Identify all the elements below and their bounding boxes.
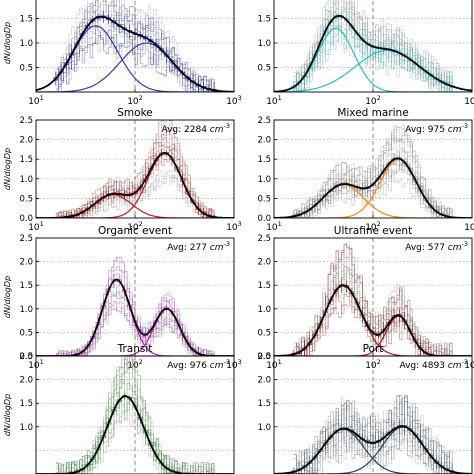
y-tick-label: 2.5 (257, 234, 271, 244)
y-axis-label: dN/dlogDp (3, 394, 12, 436)
sample-distribution (55, 397, 215, 474)
y-tick-label: 2.5 (19, 116, 33, 126)
panel-1: 0.5 1.0 1.5 101 102 103 dN/dlogDp (3, 0, 242, 107)
y-tick-label: 0.5 (257, 328, 271, 338)
y-tick-label: 2.0 (19, 258, 33, 268)
total-fit (274, 14, 472, 92)
y-tick-label: 2.0 (257, 258, 271, 268)
y-tick-label: 0.0 (257, 214, 271, 224)
y-tick-label: 1.0 (257, 39, 271, 49)
avg-label: Avg: 4893 cm-3 (399, 358, 468, 371)
y-tick-label: 1.0 (19, 423, 33, 433)
y-tick-label: 1.0 (257, 305, 271, 315)
sample-distribution (293, 125, 453, 218)
y-tick-label: 1.0 (19, 175, 33, 185)
panel-title: Smoke (117, 107, 152, 119)
y-axis-label: dN/dlogDp (3, 22, 12, 64)
plot-area (274, 238, 472, 356)
plot-area (274, 356, 472, 474)
sample-distribution (55, 399, 215, 474)
sample-distribution (55, 36, 215, 92)
avg-label: Avg: 277 cm-3 (167, 240, 230, 253)
total-fit (36, 395, 234, 474)
panel-4: 0.00.51.01.52.02.5101102103Mixed marineA… (257, 107, 474, 233)
y-tick-label: 1.5 (257, 155, 271, 165)
y-tick-label: 1.0 (257, 175, 271, 185)
plot-area (274, 120, 472, 218)
y-tick-label: 2.0 (257, 136, 271, 146)
y-tick-label: 0.5 (19, 328, 33, 338)
y-tick-label: 0.0 (19, 352, 33, 362)
y-tick-label: 0.0 (19, 214, 33, 224)
y-tick-label: 0.5 (19, 64, 33, 74)
y-tick-label: 1.0 (19, 39, 33, 49)
x-tick-label: 103 (226, 94, 242, 107)
y-tick-label: 0.5 (257, 194, 271, 204)
panel-title: Port (363, 343, 384, 355)
y-tick-label: 1.5 (19, 399, 33, 409)
panel-title: Mixed marine (337, 107, 408, 119)
y-tick-label: 0.0 (257, 352, 271, 362)
y-tick-label: 0.5 (19, 194, 33, 204)
sample-distribution (293, 135, 453, 218)
y-axis-label: dN/dlogDp (3, 148, 12, 190)
y-tick-label: 1.0 (19, 305, 33, 315)
sample-distribution (55, 286, 215, 356)
y-tick-label: 1.5 (19, 15, 33, 25)
plot-area (274, 0, 472, 92)
avg-label: Avg: 2284 cm-3 (161, 122, 230, 135)
y-tick-label: 2.5 (257, 352, 271, 362)
sample-distribution (55, 35, 215, 92)
y-tick-label: 1.5 (19, 155, 33, 165)
sample-distribution (55, 291, 215, 356)
plot-area (36, 356, 234, 474)
avg-label: Avg: 577 cm-3 (405, 240, 468, 253)
y-tick-label: 2.5 (19, 352, 33, 362)
total-fit (36, 15, 234, 92)
panel-frame (35, 355, 235, 474)
panel-title: Ultrafine event (334, 225, 412, 237)
x-tick-label: 103 (464, 94, 474, 107)
mode-1-fit (274, 27, 472, 92)
y-tick-label: 0.5 (257, 64, 271, 74)
y-tick-label: 2.0 (19, 376, 33, 386)
x-tick-label: 101 (266, 94, 282, 107)
sample-distribution (293, 408, 453, 474)
y-tick-label: 1.5 (257, 281, 271, 291)
total-fit (274, 157, 472, 218)
x-tick-label: 102 (365, 94, 381, 107)
y-tick-label: 1.5 (257, 15, 271, 25)
x-tick-label: 103 (464, 220, 474, 233)
y-tick-label: 1.5 (257, 399, 271, 409)
panel-8: 1.0 1.5 2.0 2.5 Port Avg: 4893 cm-3 (257, 343, 473, 474)
panel-title: Organic event (98, 225, 172, 237)
avg-label: Avg: 976 cm-3 (167, 358, 230, 371)
y-tick-label: 1.0 (257, 423, 271, 433)
total-fit (36, 151, 234, 218)
y-tick-label: 2.5 (19, 234, 33, 244)
y-tick-label: 2.5 (257, 116, 271, 126)
sample-distribution (293, 138, 453, 218)
plot-area (36, 0, 234, 92)
panel-title: Transit (117, 343, 153, 355)
sample-distribution (55, 357, 215, 474)
panel-frame (273, 355, 473, 474)
total-fit (274, 425, 472, 474)
avg-label: Avg: 975 cm-3 (405, 122, 468, 135)
x-tick-label: 103 (226, 220, 242, 233)
y-tick-label: 2.0 (257, 376, 271, 386)
x-tick-label: 102 (127, 94, 143, 107)
panel-2: 0.5 1.0 1.5 101 102 103 (257, 0, 474, 107)
y-axis-label: dN/dlogDp (3, 276, 12, 318)
panel-7: 1.0 1.5 2.0 2.5 Transit Avg: 976 cm-3 dN/dlogD… (3, 343, 235, 474)
x-tick-label: 101 (28, 94, 44, 107)
y-tick-label: 2.0 (19, 136, 33, 146)
sample-distribution (293, 395, 453, 474)
x-tick-label: 103 (464, 358, 474, 371)
y-tick-label: 1.5 (19, 281, 33, 291)
